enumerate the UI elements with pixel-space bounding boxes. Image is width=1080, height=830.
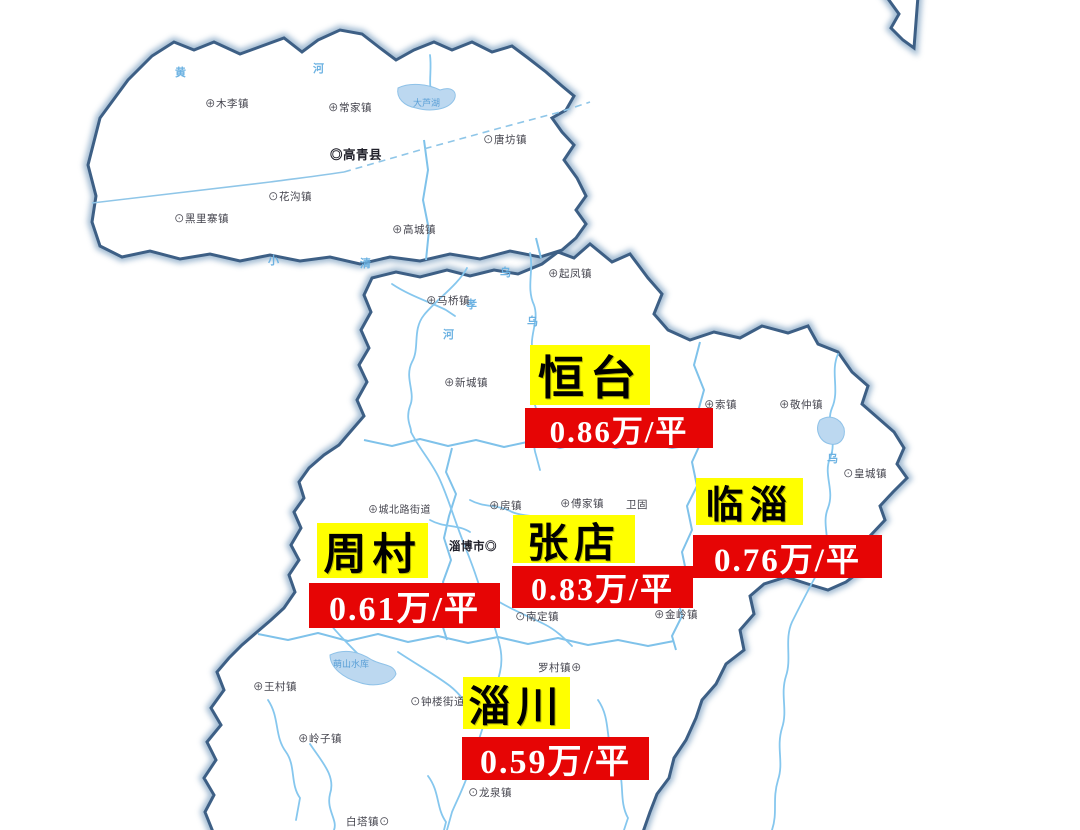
lakes <box>329 83 845 686</box>
lake-linzi-pond <box>817 416 845 445</box>
town-label-baita: 白塔镇⊙ <box>346 816 390 828</box>
water-label: 清 <box>360 258 371 270</box>
water-label: 乌 <box>827 453 838 465</box>
town-label-huagou: ⊙花沟镇 <box>268 191 312 203</box>
water-label: 黄 <box>175 67 186 79</box>
water-label: 孝 <box>466 299 477 311</box>
county-label-gaoqing: ◎高青县 <box>330 148 383 162</box>
lake-mengshan-reservoir <box>329 650 397 686</box>
price-tag-linzi: 0.76万/平 <box>693 535 882 579</box>
town-label-fujia: ⊕傅家镇 <box>560 498 604 510</box>
town-label-changjia: ⊕常家镇 <box>328 102 372 114</box>
dashed-boundary <box>91 101 591 204</box>
water-label: 萌山水库 <box>333 659 370 669</box>
district-tag-zhoucun: 周村 <box>317 523 428 579</box>
town-label-mulizheng: ⊕木李镇 <box>205 98 249 110</box>
water-label: 大芦湖 <box>413 98 441 108</box>
town-label-fangzhen: ⊕房镇 <box>489 500 522 512</box>
county-boundary-gaoqing <box>86 28 588 266</box>
town-label-chengbeilu: ⊕城北路街道 <box>368 505 431 516</box>
town-label-weigu: 卫固 <box>626 499 648 511</box>
water-label: 河 <box>313 63 324 75</box>
district-tag-hengtai: 恒台 <box>530 345 650 405</box>
town-label-luocun: 罗村镇⊕ <box>538 662 582 674</box>
town-label-zhonglou: ⊙钟楼街道 <box>410 696 465 708</box>
water-label: 河 <box>443 329 454 341</box>
town-label-qifeng: ⊕起凤镇 <box>548 268 592 280</box>
town-label-xincheng: ⊕新城镇 <box>444 377 488 389</box>
lake-daluhu <box>397 83 456 111</box>
town-label-lingzi: ⊕岭子镇 <box>298 733 342 745</box>
price-tag-zichuan: 0.59万/平 <box>462 737 649 781</box>
town-label-maqiao: ⊕马桥镇 <box>426 295 470 307</box>
town-label-jingzhong: ⊕敬仲镇 <box>779 399 823 411</box>
water-label: 乌 <box>527 316 538 328</box>
price-tag-zhoucun: 0.61万/平 <box>309 583 500 628</box>
town-label-jinling: ⊕金岭镇 <box>654 609 698 621</box>
city-label-zibo: 淄博市◎ <box>449 541 497 553</box>
town-label-wangcun: ⊕王村镇 <box>253 681 297 693</box>
district-tag-zichuan: 淄川 <box>463 677 570 730</box>
water-label: 小 <box>268 255 279 267</box>
price-tag-hengtai: 0.86万/平 <box>525 408 713 449</box>
district-tag-linzi: 临淄 <box>696 478 803 527</box>
water-label: 乌 <box>500 267 511 279</box>
town-label-gaocheng: ⊕高城镇 <box>392 224 436 236</box>
town-label-huangcheng: ⊙皇城镇 <box>843 468 887 480</box>
town-label-tangfang: ⊙唐坊镇 <box>483 134 527 146</box>
town-label-longquan: ⊙龙泉镇 <box>468 787 512 799</box>
corner-fragment-ne <box>887 0 920 51</box>
district-tag-zhangdian: 张店 <box>513 515 635 566</box>
price-tag-zhangdian: 0.83万/平 <box>512 566 693 608</box>
town-label-nanding: ⊙南定镇 <box>515 611 559 623</box>
town-label-heilizhai: ⊙黑里寨镇 <box>174 213 229 225</box>
